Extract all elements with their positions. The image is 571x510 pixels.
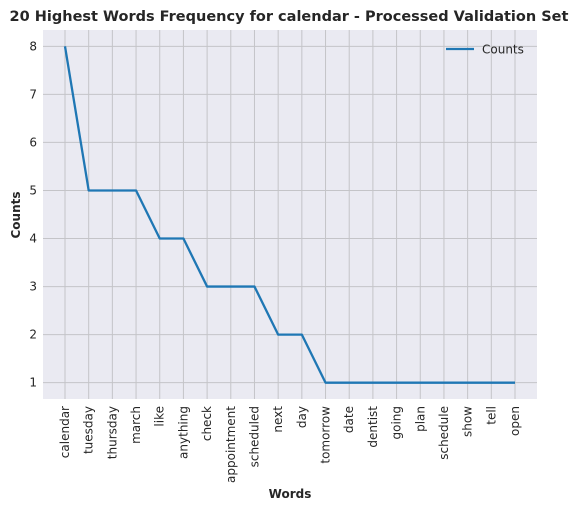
series-line [63,46,515,384]
x-tick-label: open [508,406,522,436]
y-tick-label: 6 [29,135,37,149]
y-axis-label: Counts [9,191,23,238]
y-tick-label: 2 [29,328,37,342]
x-tick-label: calendar [58,406,72,458]
x-tick-label: thursday [105,406,119,459]
y-tick-label: 7 [29,87,37,101]
y-tick-labels: 1 2 3 4 5 6 7 8 [29,39,37,389]
y-tick-label: 5 [29,183,37,197]
x-tick-label: dentist [366,406,380,448]
y-tick-label: 1 [29,376,37,390]
x-tick-label: tell [484,406,498,425]
y-tick-label: 8 [29,39,37,53]
x-tick-label: next [271,406,285,433]
x-axis-label: Words [269,487,312,501]
x-tick-label: going [390,406,404,440]
x-tick-label: scheduled [247,406,261,467]
x-tick-label: show [461,406,475,437]
chart-title: 20 Highest Words Frequency for calendar … [10,9,569,25]
x-tick-label: day [295,406,309,428]
x-tick-label: date [342,406,356,433]
series-layer [63,46,515,384]
plot-background [43,30,537,399]
x-tick-label: anything [176,406,190,459]
x-tick-label: tomorrow [319,406,333,464]
x-tick-label: check [200,406,214,441]
x-tick-label: plan [413,406,427,432]
y-tick-label: 4 [29,232,37,246]
x-tick-label: schedule [437,406,451,460]
grid-lines [43,30,537,399]
x-tick-label: tuesday [82,406,96,454]
x-tick-label: like [153,406,167,427]
x-tick-labels: calendar tuesday thursday march like anything… [58,406,522,483]
legend: Counts [446,43,524,57]
y-tick-label: 3 [29,280,37,294]
legend-label: Counts [482,43,524,57]
x-tick-label: appointment [224,406,238,483]
x-tick-label: march [129,406,143,444]
